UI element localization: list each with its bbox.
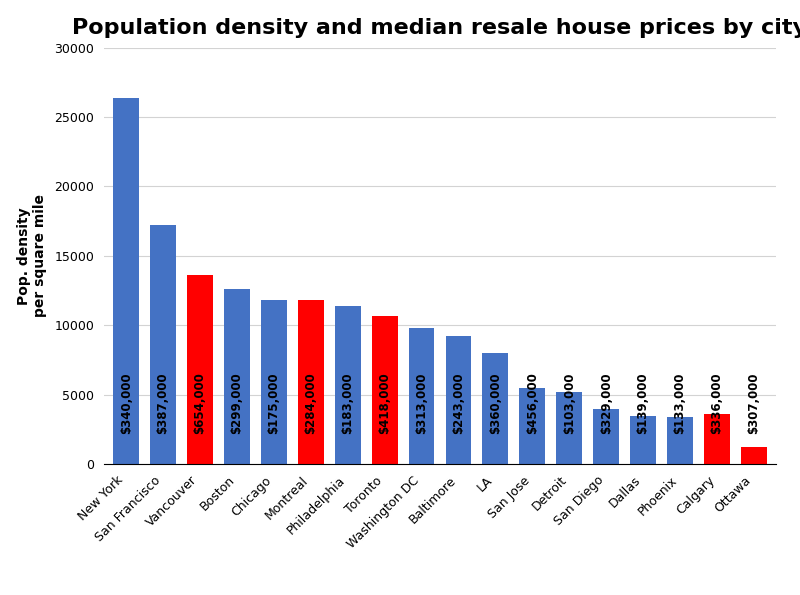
Bar	[114, 98, 139, 464]
Text: $456,000: $456,000	[526, 372, 539, 434]
Y-axis label: Pop. density
per square mile: Pop. density per square mile	[18, 195, 47, 317]
Text: $387,000: $387,000	[157, 372, 170, 434]
Title: Population density and median resale house prices by city: Population density and median resale hou…	[73, 18, 800, 37]
Bar	[446, 336, 471, 464]
Bar	[519, 388, 546, 464]
Text: $284,000: $284,000	[304, 372, 318, 434]
Text: $336,000: $336,000	[710, 372, 723, 434]
Bar	[224, 289, 250, 464]
Text: $175,000: $175,000	[267, 372, 280, 434]
Bar	[150, 226, 176, 464]
Text: $299,000: $299,000	[230, 372, 243, 434]
Bar	[630, 415, 656, 464]
Bar	[261, 300, 286, 464]
Text: $654,000: $654,000	[194, 372, 206, 434]
Text: $360,000: $360,000	[489, 372, 502, 434]
Text: $329,000: $329,000	[600, 372, 613, 434]
Text: $243,000: $243,000	[452, 372, 465, 434]
Bar	[741, 447, 766, 464]
Bar	[409, 328, 434, 464]
Bar	[704, 414, 730, 464]
Text: $340,000: $340,000	[120, 372, 133, 434]
Text: $307,000: $307,000	[747, 372, 760, 434]
Bar	[594, 409, 619, 464]
Bar	[556, 392, 582, 464]
Bar	[667, 417, 693, 464]
Text: $183,000: $183,000	[341, 372, 354, 434]
Text: $418,000: $418,000	[378, 372, 391, 434]
Bar	[482, 353, 508, 464]
Bar	[298, 300, 324, 464]
Text: $133,000: $133,000	[674, 372, 686, 434]
Text: $313,000: $313,000	[415, 372, 428, 434]
Bar	[334, 306, 361, 464]
Text: $139,000: $139,000	[637, 372, 650, 434]
Bar	[187, 275, 213, 464]
Text: $103,000: $103,000	[562, 372, 576, 434]
Bar	[372, 315, 398, 464]
